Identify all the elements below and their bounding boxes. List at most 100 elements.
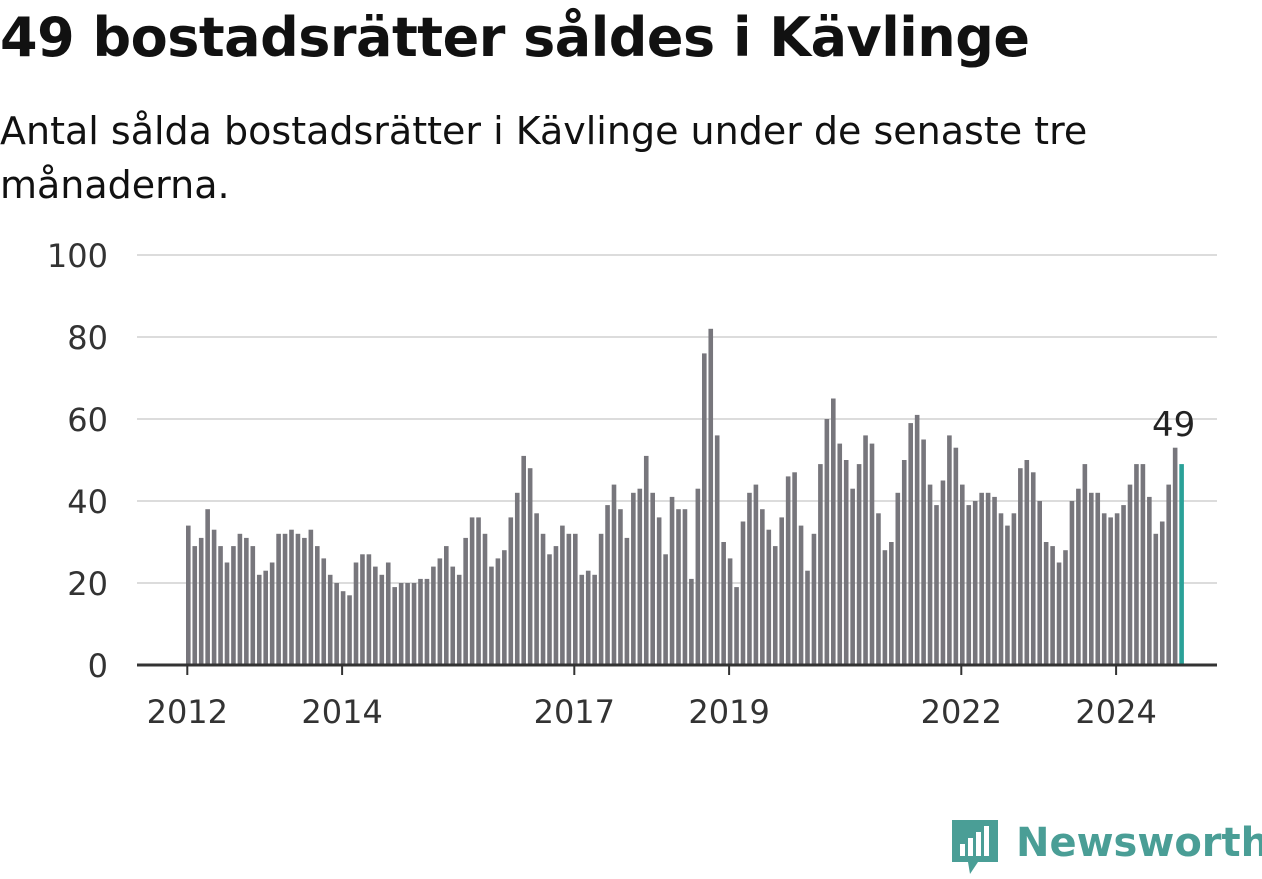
bar	[1153, 533, 1159, 665]
bar	[921, 439, 926, 665]
bar	[837, 443, 843, 665]
bar	[1101, 513, 1107, 665]
bar	[211, 529, 217, 665]
bar	[231, 546, 236, 665]
bar	[521, 455, 526, 665]
bar	[927, 484, 933, 665]
bar	[1063, 550, 1068, 665]
bar	[469, 517, 475, 665]
bar	[263, 570, 268, 665]
bar	[237, 533, 243, 665]
newsworthy-logo-icon	[952, 820, 998, 874]
highlighted-bar	[1179, 464, 1184, 665]
bar	[792, 472, 797, 665]
bar	[282, 533, 288, 665]
bar	[560, 525, 565, 665]
bar	[656, 517, 662, 665]
bar	[760, 509, 765, 665]
bar	[527, 468, 533, 665]
x-tick-label: 2024	[1075, 693, 1156, 731]
bar	[198, 537, 204, 665]
bar	[218, 546, 223, 665]
bar	[598, 533, 604, 665]
bar	[856, 464, 862, 665]
bar	[340, 591, 346, 665]
bar	[889, 542, 894, 665]
bar	[1030, 472, 1036, 665]
bar	[347, 595, 352, 665]
bar	[811, 533, 817, 665]
bar	[1114, 513, 1120, 665]
bar	[450, 566, 456, 665]
bar	[566, 533, 572, 665]
bar	[495, 558, 501, 665]
bar	[1121, 505, 1126, 665]
bar	[1043, 542, 1049, 665]
bar	[186, 525, 191, 665]
bar	[727, 558, 733, 665]
bar-chart: 0 20 40 60 80 100 49 2012 2014 2017 2019 2022 2024	[47, 237, 1217, 731]
bar	[514, 492, 520, 665]
bar	[940, 480, 946, 665]
bar	[843, 460, 849, 665]
y-tick-label: 20	[67, 565, 108, 603]
data-label: 49	[1152, 405, 1195, 445]
bar	[244, 537, 249, 665]
bar	[611, 484, 617, 665]
bar	[1172, 447, 1178, 665]
bar	[579, 574, 585, 665]
bar	[192, 546, 198, 665]
bar	[1166, 484, 1171, 665]
bar	[489, 566, 494, 665]
bar	[289, 529, 294, 665]
bar	[321, 558, 327, 665]
x-tick-label: 2014	[301, 693, 382, 731]
bar	[418, 578, 423, 665]
bar	[985, 492, 991, 665]
bar	[366, 554, 372, 665]
bar	[624, 537, 630, 665]
bar	[250, 546, 256, 665]
bar	[476, 517, 481, 665]
brand-logo: Newsworthy	[948, 818, 1262, 876]
bar	[669, 496, 675, 665]
bar	[405, 583, 410, 665]
bar	[585, 570, 591, 665]
bar	[618, 509, 623, 665]
bar	[695, 488, 701, 665]
y-tick-label: 0	[88, 647, 108, 685]
bar	[637, 488, 643, 665]
x-tick-label: 2022	[921, 693, 1002, 731]
bar	[353, 562, 359, 665]
bar	[573, 533, 578, 665]
bar	[708, 328, 714, 665]
bar	[966, 505, 972, 665]
bar	[1134, 464, 1139, 665]
bar	[1089, 492, 1094, 665]
bar	[882, 550, 888, 665]
y-tick-label: 100	[47, 237, 108, 275]
bar	[772, 546, 778, 665]
bar	[444, 546, 449, 665]
bar	[256, 574, 262, 665]
bar	[411, 583, 417, 665]
bar	[721, 542, 726, 665]
bar	[605, 505, 610, 665]
bar	[953, 447, 959, 665]
bar	[463, 537, 468, 665]
bar	[373, 566, 378, 665]
bar	[379, 574, 385, 665]
bar	[392, 587, 397, 665]
bar	[592, 574, 597, 665]
bar	[398, 583, 404, 665]
bar	[1011, 513, 1017, 665]
bar	[308, 529, 314, 665]
bar	[540, 533, 546, 665]
bar	[1005, 525, 1010, 665]
bar	[702, 353, 707, 665]
bar	[1127, 484, 1133, 665]
bar	[895, 492, 901, 665]
x-tick-label: 2012	[147, 693, 228, 731]
bar	[914, 414, 920, 665]
bar	[740, 521, 746, 665]
